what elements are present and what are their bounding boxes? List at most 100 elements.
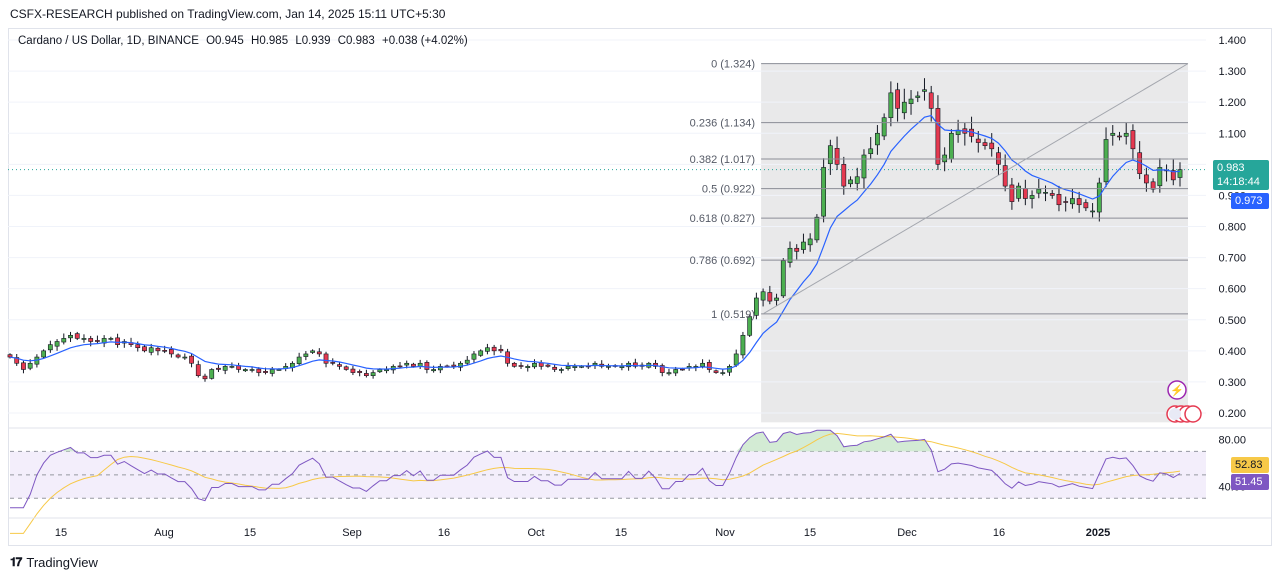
candle-body [155, 347, 161, 352]
candle-body [411, 363, 416, 367]
candle-body [310, 350, 315, 353]
candle-body [1029, 195, 1035, 199]
last-price-badge: 0.983 14:18:44 [1213, 160, 1269, 190]
time-tick-label: Aug [154, 527, 174, 539]
candle-body [41, 350, 47, 358]
candle-body [525, 366, 531, 368]
candle-body [619, 366, 625, 368]
candle-body [901, 101, 907, 114]
candle-body [81, 338, 87, 340]
candle-body [767, 292, 773, 302]
time-tick-label: 16 [993, 527, 1005, 539]
candle-body [485, 347, 490, 352]
candle-body [733, 353, 739, 366]
ema-20-line [9, 114, 1181, 370]
candle-body [1022, 188, 1028, 199]
candle-body [511, 362, 517, 367]
candle-body [518, 365, 524, 367]
rsi-tick-label: 80.00 [1218, 435, 1246, 447]
candle-body [659, 365, 665, 373]
candle-body [195, 364, 201, 376]
candle-body [337, 364, 342, 367]
time-axis: 15 Aug 15 Sep 16 Oct 15 Nov 15 Dec 16 2025 [8, 517, 1272, 539]
candle-body [148, 347, 154, 353]
candle-body [720, 372, 726, 374]
time-tick-label: 15 [244, 527, 256, 539]
close-value: C0.983 [337, 35, 375, 47]
candle-body [404, 362, 410, 366]
rsi-panel: 80.0040.00 [8, 427, 1272, 534]
candle-body [895, 89, 900, 109]
fib-level-label: 0 (1.324) [711, 59, 755, 71]
candle-body [1123, 132, 1129, 137]
time-tick-label: Sep [342, 527, 362, 539]
fib-level-label: 0.382 (1.017) [690, 154, 755, 166]
candle-body [1009, 184, 1015, 202]
grid-lines [8, 39, 1206, 414]
candle-body [330, 362, 336, 364]
price-tick-label: 0.800 [1218, 222, 1246, 234]
candle-body [464, 359, 470, 364]
candle-body [565, 366, 571, 369]
fib-level-label: 0.236 (1.134) [690, 118, 755, 130]
candle-body [996, 152, 1001, 165]
lightning-glyph: ⚡ [1170, 384, 1184, 397]
candle-body [397, 365, 403, 368]
candle-body [343, 366, 349, 370]
candle-body [296, 356, 302, 365]
price-tick-label: 1.300 [1218, 66, 1246, 78]
price-tick-label: 1.200 [1218, 97, 1246, 109]
symbol-info: Cardano / US Dollar, 1D, BINANCE O0.945 … [18, 35, 472, 47]
candle-body [774, 297, 779, 301]
time-tick-label: 16 [438, 527, 450, 539]
fib-level-label: 1 (0.519) [711, 309, 755, 321]
candle-body [182, 356, 188, 359]
candle-body [928, 92, 934, 109]
symbol-name: Cardano / US Dollar, 1D, BINANCE [18, 35, 199, 47]
fib-retracement-area [761, 63, 1188, 423]
candle-body [263, 371, 268, 373]
candle-body [780, 260, 786, 297]
candle-body [1117, 135, 1122, 138]
time-tick-label: 15 [55, 527, 67, 539]
candle-body [848, 179, 853, 185]
candle-body [276, 369, 282, 371]
candle-body [249, 369, 255, 371]
candle-body [552, 366, 558, 370]
candle-body [47, 344, 53, 351]
price-tick-label: 1.400 [1218, 35, 1246, 47]
candle-body [558, 369, 564, 371]
candle-body [801, 241, 806, 250]
candle-body [922, 89, 927, 92]
candle-body [168, 349, 174, 355]
candle-body [363, 373, 369, 376]
candle-body [1177, 169, 1183, 178]
brand[interactable]: 𝟏𝟕 TradingView [10, 555, 98, 570]
candle-body [458, 362, 463, 368]
candle-body [1143, 174, 1149, 184]
flag-event-icon [1184, 405, 1202, 423]
candle-body [437, 366, 443, 371]
candle-body [841, 164, 847, 187]
candle-body [1130, 130, 1136, 150]
candle-body [787, 247, 793, 263]
candle-body [753, 297, 759, 316]
candle-body [606, 366, 611, 368]
candle-body [370, 372, 376, 377]
candle-body [807, 238, 813, 246]
candle-body [88, 338, 94, 342]
candle-body [61, 338, 67, 343]
candle-body [700, 362, 705, 367]
candle-body [908, 98, 914, 104]
candle-body [54, 341, 60, 347]
candle-body [975, 138, 981, 143]
candle-body [256, 368, 262, 373]
candle-body [162, 350, 168, 352]
candle-body [1056, 193, 1062, 206]
candle-body [95, 340, 100, 342]
candle-body [948, 132, 954, 160]
brand-name: TradingView [26, 555, 98, 570]
candle-body [135, 344, 141, 349]
ema-badge: 0.973 [1231, 193, 1269, 209]
